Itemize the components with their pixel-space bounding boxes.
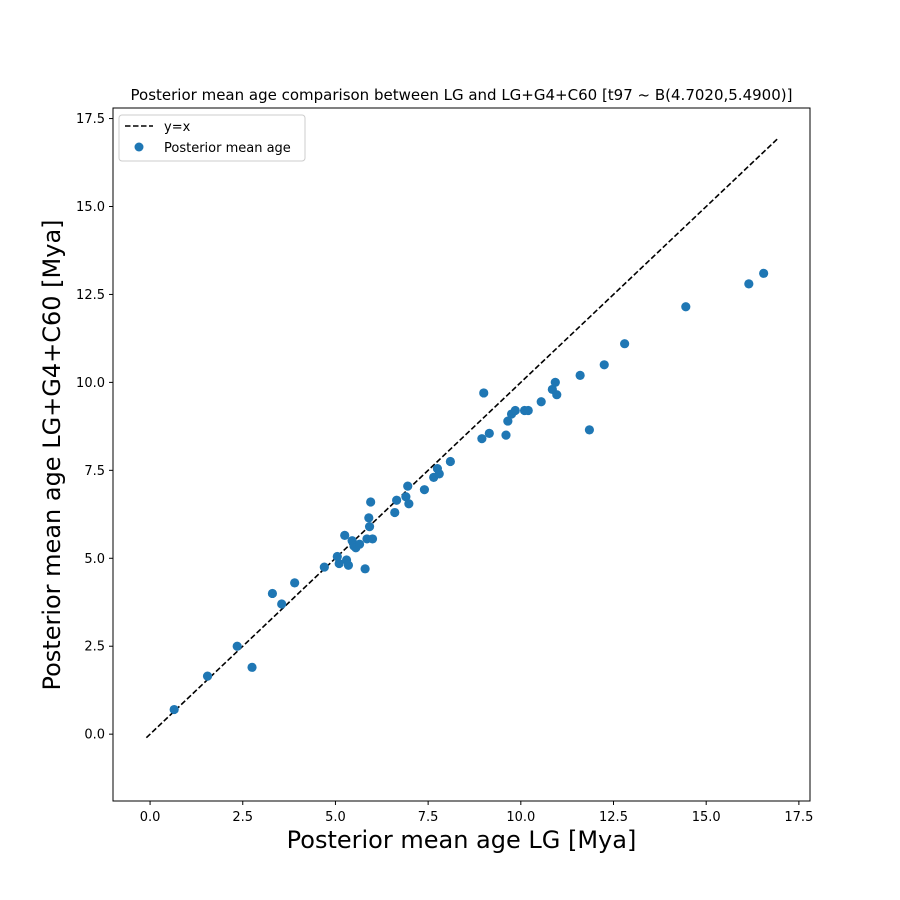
y-axis-label: Posterior mean age LG+G4+C60 [Mya] xyxy=(38,219,66,690)
data-point-26 xyxy=(403,481,413,491)
legend-point-swatch xyxy=(134,142,144,152)
data-point-3 xyxy=(247,662,257,672)
y-tick-label: 5.0 xyxy=(84,552,105,567)
legend-box xyxy=(118,114,306,162)
y-tick-label: 15.0 xyxy=(76,200,105,215)
data-point-27 xyxy=(404,499,414,509)
data-point-21 xyxy=(366,497,376,507)
data-point-9 xyxy=(334,558,344,569)
data-point-45 xyxy=(552,390,562,400)
legend: y=x Posterior mean age xyxy=(118,114,306,162)
data-point-17 xyxy=(360,564,370,574)
data-point-41 xyxy=(523,405,533,416)
legend-label-reference: y=x xyxy=(164,120,191,135)
x-tick-label: 5.0 xyxy=(325,810,346,825)
data-point-4 xyxy=(267,588,278,599)
data-point-25 xyxy=(401,492,411,502)
data-point-8 xyxy=(332,551,342,562)
data-point-35 xyxy=(484,428,494,438)
data-point-42 xyxy=(536,397,546,407)
data-point-48 xyxy=(599,360,609,370)
data-point-7 xyxy=(319,562,329,572)
data-point-0 xyxy=(169,704,179,715)
y-axis-ticks: 0.0 2.5 5.0 7.5 10.0 12.5 15.0 17.5 xyxy=(76,112,113,743)
data-point-36 xyxy=(501,430,511,440)
data-point-10 xyxy=(340,530,350,541)
data-point-50 xyxy=(681,302,691,312)
x-axis-label: Posterior mean age LG [Mya] xyxy=(287,826,637,854)
data-point-22 xyxy=(367,534,378,544)
data-point-32 xyxy=(445,456,455,467)
data-point-44 xyxy=(550,377,560,387)
data-point-28 xyxy=(419,485,430,495)
legend-label-series: Posterior mean age xyxy=(164,141,291,156)
data-points-layer xyxy=(169,268,769,715)
data-point-37 xyxy=(503,416,513,426)
data-point-6 xyxy=(290,578,300,588)
data-point-19 xyxy=(364,513,374,523)
data-point-20 xyxy=(364,522,375,532)
x-tick-label: 10.0 xyxy=(506,810,535,825)
y-tick-label: 17.5 xyxy=(76,112,105,127)
data-point-52 xyxy=(759,268,769,278)
x-tick-label: 12.5 xyxy=(599,810,628,825)
y-tick-label: 2.5 xyxy=(84,640,105,655)
x-tick-label: 7.5 xyxy=(418,810,439,825)
y-tick-label: 12.5 xyxy=(76,288,105,303)
data-point-5 xyxy=(277,599,287,609)
data-point-47 xyxy=(584,425,595,435)
data-point-51 xyxy=(744,279,754,289)
y-tick-label: 7.5 xyxy=(84,464,105,479)
data-point-23 xyxy=(390,507,400,518)
data-point-31 xyxy=(434,469,444,479)
data-point-2 xyxy=(232,641,242,651)
chart-title: Posterior mean age comparison between LG… xyxy=(131,86,793,104)
x-axis-ticks: 0.0 2.5 5.0 7.5 10.0 12.5 15.0 17.5 xyxy=(140,801,813,825)
y-tick-label: 10.0 xyxy=(76,376,105,391)
data-point-46 xyxy=(575,370,585,380)
x-tick-label: 2.5 xyxy=(232,810,253,825)
reference-line-y-equals-x xyxy=(145,137,780,739)
plot-frame xyxy=(112,107,811,802)
x-tick-label: 17.5 xyxy=(784,810,813,825)
y-tick-label: 0.0 xyxy=(84,728,105,743)
data-point-1 xyxy=(202,671,213,681)
data-point-12 xyxy=(343,560,354,570)
x-tick-label: 0.0 xyxy=(140,810,161,825)
data-point-39 xyxy=(510,405,520,416)
data-point-34 xyxy=(479,388,489,398)
reference-line-layer xyxy=(145,137,780,739)
data-point-33 xyxy=(477,434,487,444)
data-point-49 xyxy=(620,339,630,349)
data-point-24 xyxy=(392,495,402,505)
data-point-16 xyxy=(354,539,365,549)
x-tick-label: 15.0 xyxy=(692,810,721,825)
